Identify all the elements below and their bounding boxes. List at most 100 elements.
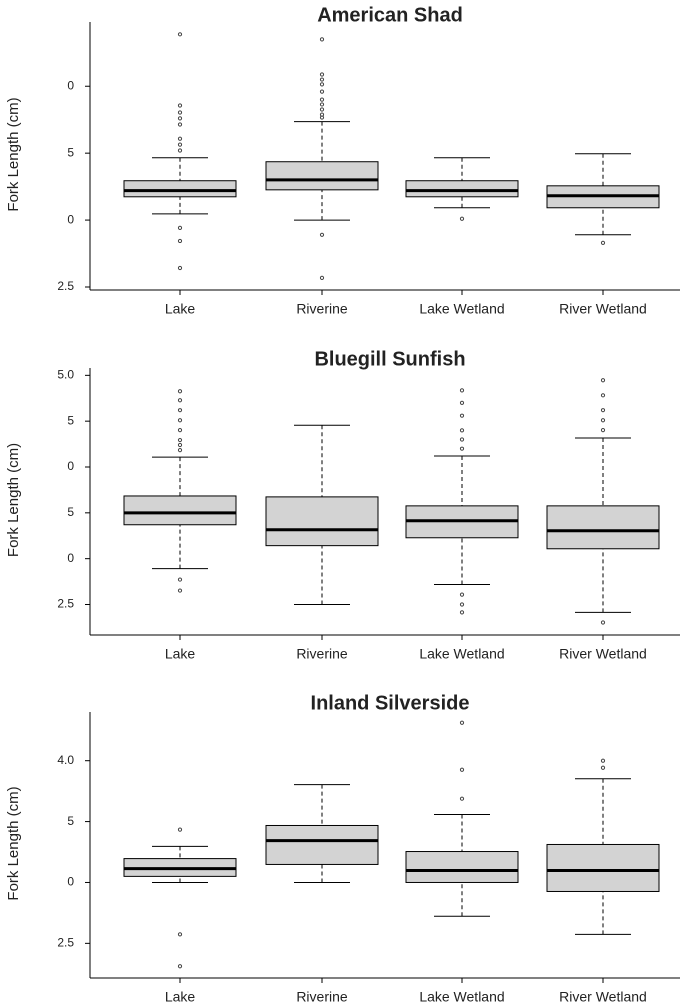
- outlier: [319, 89, 325, 94]
- outlier: [459, 592, 465, 597]
- outlier: [600, 620, 606, 625]
- outlier: [319, 77, 325, 82]
- outlier: [459, 610, 465, 615]
- outlier: [177, 136, 183, 141]
- outlier: [177, 408, 183, 413]
- x-tick-label: Riverine: [296, 646, 348, 662]
- x-tick-label: Lake Wetland: [419, 989, 504, 1005]
- panel-title: American Shad: [317, 4, 463, 26]
- y-tick-label: 2.5: [57, 597, 74, 611]
- outlier: [177, 148, 183, 153]
- panel-title: Inland Silverside: [311, 692, 470, 714]
- outlier: [177, 103, 183, 108]
- box: [265, 161, 379, 191]
- y-tick-label: 5: [67, 505, 74, 519]
- y-tick-label: 5: [67, 413, 74, 427]
- outlier: [459, 446, 465, 451]
- outlier: [177, 588, 183, 593]
- box: [405, 180, 519, 198]
- outlier: [600, 428, 606, 433]
- outlier: [459, 437, 465, 442]
- y-tick-label: 5: [67, 145, 74, 159]
- outlier: [177, 418, 183, 423]
- outlier: [177, 448, 183, 453]
- outlier: [319, 275, 325, 280]
- outlier: [319, 115, 325, 120]
- outlier: [177, 265, 183, 271]
- y-tick-label: 2.5: [57, 279, 74, 293]
- y-axis-label: Fork Length (cm): [5, 443, 22, 557]
- outlier: [600, 418, 606, 423]
- outlier: [459, 400, 465, 405]
- outlier: [600, 408, 606, 413]
- box: [546, 505, 660, 550]
- x-tick-label: Lake: [165, 989, 196, 1005]
- y-axis-label: Fork Length (cm): [5, 786, 22, 900]
- y-axis-label: Fork Length (cm): [5, 97, 22, 211]
- outlier: [319, 97, 325, 102]
- outlier: [459, 602, 465, 607]
- outlier: [600, 765, 606, 770]
- outlier: [319, 102, 325, 107]
- x-tick-label: River Wetland: [559, 646, 647, 662]
- outlier: [459, 216, 465, 221]
- outlier: [177, 32, 183, 37]
- outlier: [177, 428, 183, 433]
- y-tick-label: 5: [67, 814, 74, 828]
- outlier: [177, 122, 183, 127]
- outlier: [177, 389, 183, 394]
- x-tick-label: Lake: [165, 301, 196, 317]
- outlier: [600, 758, 606, 763]
- outlier: [459, 796, 465, 801]
- outlier: [177, 577, 183, 582]
- outlier: [177, 964, 183, 969]
- y-tick-label: 0: [67, 212, 74, 226]
- outlier: [177, 437, 183, 443]
- outlier: [177, 225, 183, 230]
- outlier: [177, 116, 183, 121]
- outlier: [459, 388, 465, 393]
- y-tick-label: 2.5: [57, 936, 74, 950]
- outlier: [459, 767, 465, 772]
- y-tick-label: 0: [67, 459, 74, 473]
- outlier: [177, 238, 183, 244]
- box: [546, 843, 660, 892]
- box: [265, 824, 379, 865]
- y-tick-label: 5.0: [57, 368, 74, 382]
- x-tick-label: Lake: [165, 646, 196, 662]
- x-tick-label: Riverine: [296, 301, 348, 317]
- outlier: [319, 232, 325, 237]
- y-tick-label: 4.0: [57, 753, 74, 767]
- y-tick-label: 0: [67, 78, 74, 92]
- x-tick-label: River Wetland: [559, 301, 647, 317]
- y-tick-label: 0: [67, 875, 74, 889]
- outlier: [319, 37, 325, 42]
- panel-title: Bluegill Sunfish: [314, 348, 465, 370]
- outlier: [177, 932, 183, 937]
- x-tick-label: Lake Wetland: [419, 301, 504, 317]
- outlier: [177, 442, 183, 448]
- outlier: [600, 378, 606, 383]
- box: [405, 851, 519, 883]
- outlier: [177, 110, 183, 115]
- x-tick-label: Riverine: [296, 989, 348, 1005]
- outlier: [459, 428, 465, 433]
- outlier: [600, 240, 606, 245]
- x-tick-label: Lake Wetland: [419, 646, 504, 662]
- outlier: [459, 413, 465, 418]
- outlier: [177, 142, 183, 147]
- box: [123, 180, 237, 198]
- outlier: [177, 827, 183, 832]
- outlier: [319, 107, 325, 112]
- y-tick-label: 0: [67, 551, 74, 565]
- outlier: [600, 393, 606, 398]
- outlier: [319, 82, 325, 87]
- box: [123, 495, 237, 526]
- outlier: [319, 72, 325, 77]
- x-tick-label: River Wetland: [559, 989, 647, 1005]
- box: [265, 496, 379, 547]
- outlier: [459, 720, 465, 725]
- outlier: [177, 398, 183, 403]
